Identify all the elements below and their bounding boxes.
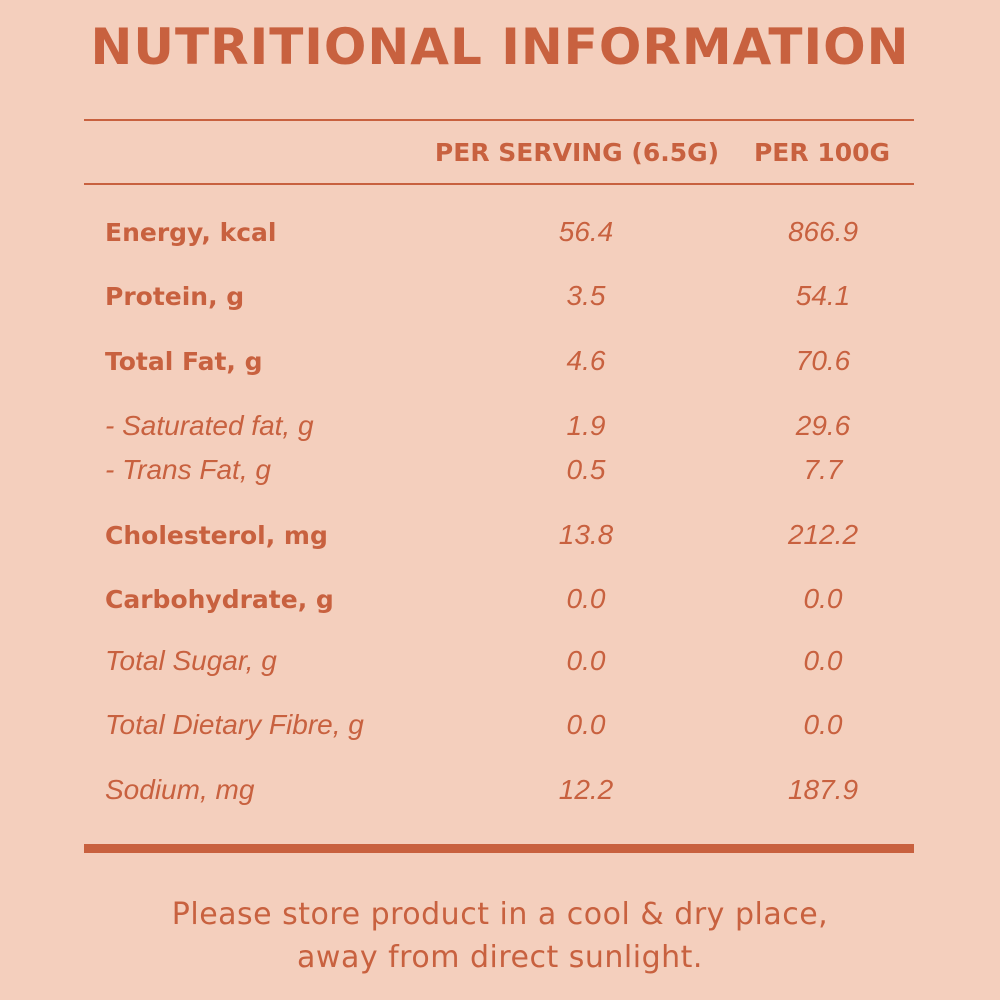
storage-note-line: Please store product in a cool & dry pla… [171,897,829,932]
nutrient-label: Energy, kcal [105,218,277,247]
nutrient-label: Carbohydrate, g [105,585,334,614]
table-row: Energy, kcal 56.4 866.9 [0,216,1000,250]
per-100g-value: 29.6 [795,410,851,441]
per-serving-value: 56.4 [558,216,614,247]
table-row: Total Dietary Fibre, g 0.0 0.0 [0,709,1000,743]
divider-header [84,183,914,185]
per-100g-value: 70.6 [795,345,851,376]
per-100g-value: 0.0 [803,583,843,614]
per-100g-value: 187.9 [787,774,859,805]
nutrient-label: Protein, g [105,282,245,311]
storage-note: Please store product in a cool & dry pla… [0,893,1000,979]
per-100g-value: 212.2 [787,519,859,550]
nutrient-label: Total Dietary Fibre, g [105,709,364,740]
table-row: Total Fat, g 4.6 70.6 [0,345,1000,379]
page-title: NUTRITIONAL INFORMATION [90,18,910,76]
nutrient-label: Cholesterol, mg [105,521,328,550]
per-serving-value: 0.5 [566,454,606,485]
per-100g-value: 0.0 [803,645,843,676]
table-row: - Saturated fat, g 1.9 29.6 [0,410,1000,444]
per-100g-value: 0.0 [803,709,843,740]
per-serving-value: 4.6 [566,345,606,376]
column-header-per-100g: PER 100G [753,138,891,167]
per-serving-value: 1.9 [566,410,606,441]
per-serving-value: 0.0 [566,645,606,676]
per-100g-value: 866.9 [787,216,859,247]
divider-top [84,119,914,121]
nutrient-label: Total Fat, g [105,347,263,376]
per-serving-value: 0.0 [566,709,606,740]
nutrient-label: Sodium, mg [105,774,255,805]
divider-bottom [84,844,914,853]
nutrient-label: Total Sugar, g [105,645,277,676]
table-row: - Trans Fat, g 0.5 7.7 [0,454,1000,488]
table-row: Sodium, mg 12.2 187.9 [0,774,1000,808]
per-serving-value: 0.0 [566,583,606,614]
per-serving-value: 12.2 [558,774,614,805]
per-100g-value: 54.1 [795,280,851,311]
table-row: Carbohydrate, g 0.0 0.0 [0,583,1000,617]
column-header-per-serving: PER SERVING (6.5G) [434,138,720,167]
nutrient-label: - Trans Fat, g [105,454,271,485]
nutrient-label: - Saturated fat, g [105,410,314,441]
per-100g-value: 7.7 [803,454,843,485]
table-row: Total Sugar, g 0.0 0.0 [0,645,1000,679]
per-serving-value: 3.5 [566,280,606,311]
storage-note-line: away from direct sunlight. [297,940,703,975]
table-row: Protein, g 3.5 54.1 [0,280,1000,314]
per-serving-value: 13.8 [558,519,614,550]
table-row: Cholesterol, mg 13.8 212.2 [0,519,1000,553]
